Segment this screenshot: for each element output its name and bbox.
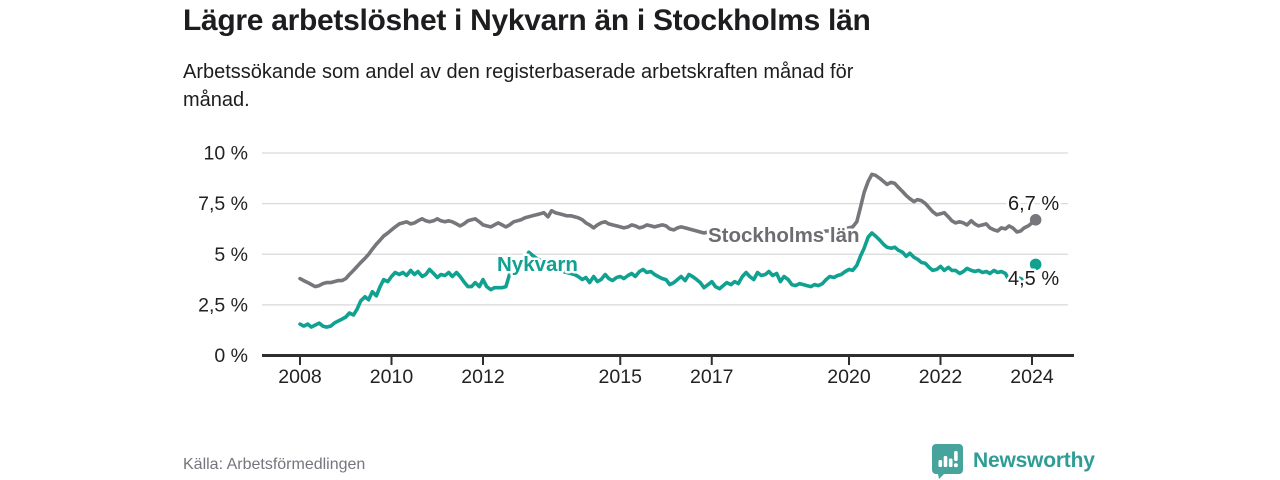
y-tick-label: 7,5 % bbox=[198, 193, 248, 215]
source-note: Källa: Arbetsförmedlingen bbox=[183, 456, 366, 473]
x-tick-label: 2020 bbox=[827, 366, 871, 388]
x-tick-label: 2017 bbox=[690, 366, 733, 388]
chart-subtitle: Arbetssökande som andel av den registerb… bbox=[183, 61, 854, 111]
y-tick-label: 0 % bbox=[214, 345, 248, 367]
x-tick-label: 2012 bbox=[461, 366, 504, 388]
x-tick-label: 2022 bbox=[919, 366, 962, 388]
end-value-label-stockholms-l-n: 6,7 % bbox=[1008, 193, 1059, 215]
y-tick-label: 10 % bbox=[204, 143, 248, 165]
series-label-nykvarn: Nykvarn bbox=[497, 253, 578, 276]
series-line-nykvarn bbox=[298, 231, 1038, 329]
x-tick-label: 2024 bbox=[1010, 366, 1054, 388]
newsworthy-logo-text: Newsworthy bbox=[973, 449, 1095, 472]
end-value-label-nykvarn: 4,5 % bbox=[1008, 268, 1059, 290]
x-tick-label: 2015 bbox=[599, 366, 643, 388]
end-dot-nykvarn bbox=[1029, 258, 1042, 271]
end-dot-stockholms-l-n bbox=[1029, 214, 1042, 226]
x-tick-label: 2010 bbox=[370, 366, 414, 388]
y-tick-label: 2,5 % bbox=[198, 294, 248, 316]
chart-title: Lägre arbetslöshet i Nykvarn än i Stockh… bbox=[183, 4, 871, 37]
newsworthy-logo-icon bbox=[932, 444, 963, 479]
x-tick-label: 2008 bbox=[278, 366, 321, 388]
newsworthy-logo: Newsworthy bbox=[931, 443, 1095, 479]
y-tick-label: 5 % bbox=[214, 244, 248, 266]
series-line-stockholms-l-n bbox=[298, 172, 1038, 289]
series-label-stockholms-l-n: Stockholms län bbox=[708, 224, 860, 247]
